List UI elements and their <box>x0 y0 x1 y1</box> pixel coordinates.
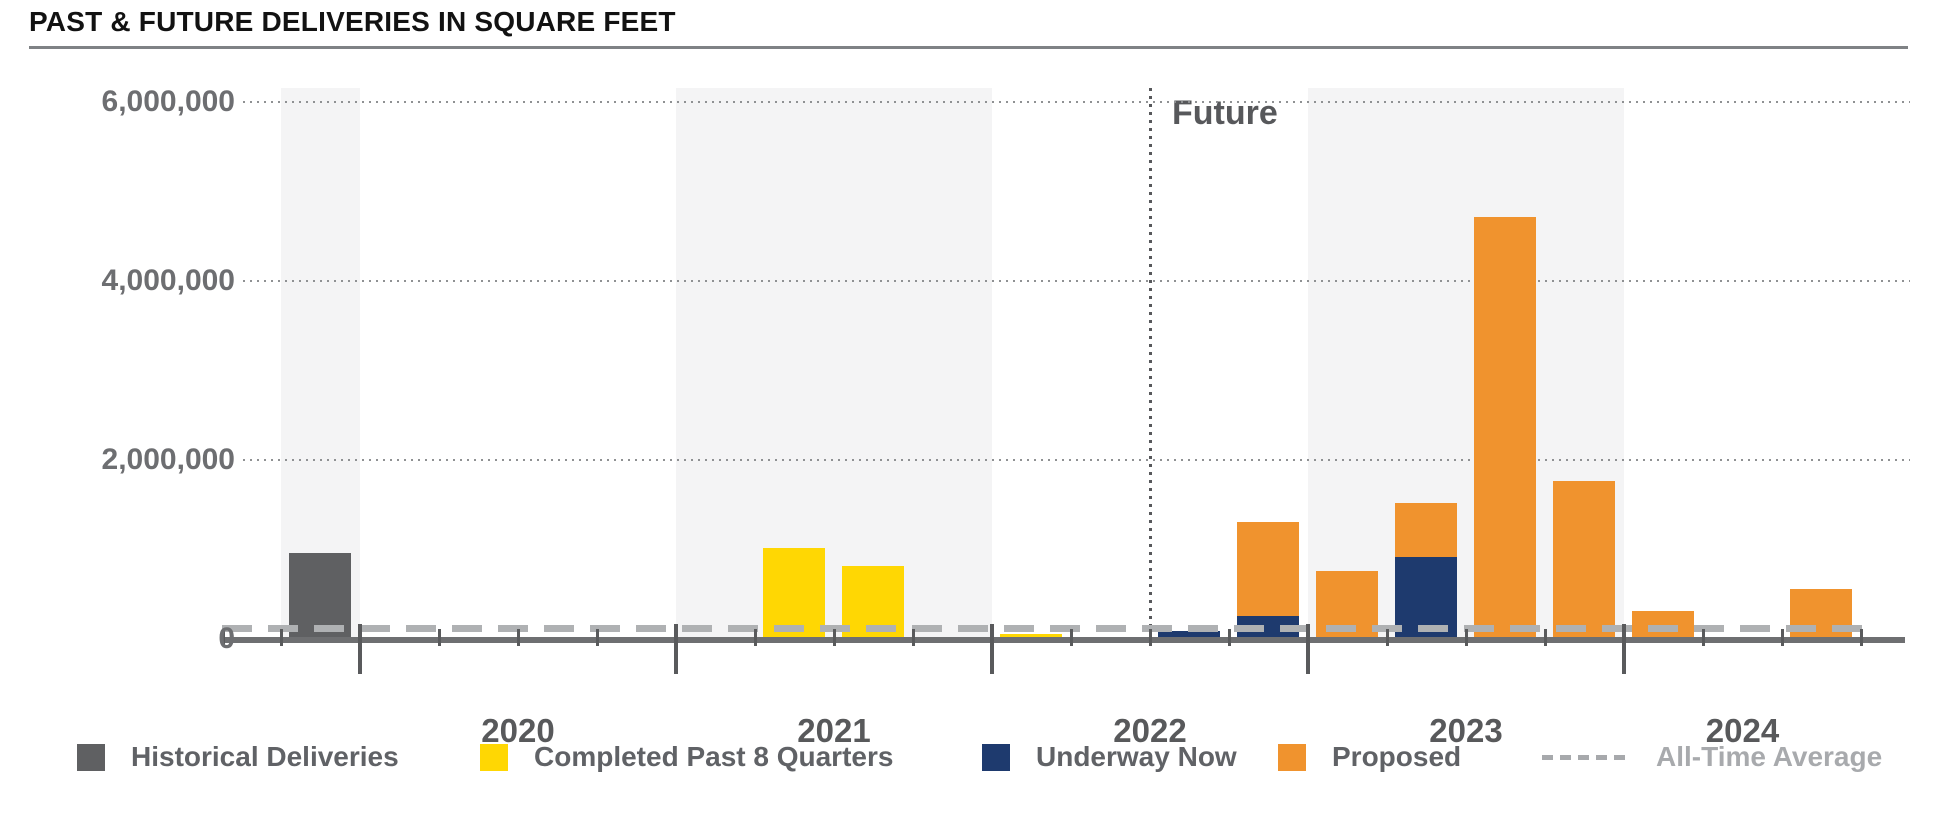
y-axis-label-2000000: 2,000,000 <box>101 443 235 476</box>
bar-2022-Q4-proposed <box>1237 522 1299 616</box>
legend-label-proposed: Proposed <box>1332 741 1462 772</box>
axis-tick-quarter <box>1702 629 1705 646</box>
bar-2021-Q2-completed <box>763 548 825 638</box>
title-divider <box>29 46 1908 49</box>
all-time-average-line <box>222 625 1862 633</box>
axis-tick-year <box>674 624 678 674</box>
legend-label-underway: Underway Now <box>1036 741 1237 772</box>
legend-swatch-completed-icon <box>480 743 508 771</box>
axis-tick-quarter <box>1781 629 1784 646</box>
axis-tick-quarter <box>833 629 836 646</box>
legend-item-underway: Underway Now <box>982 741 1237 773</box>
year-shading-band <box>281 88 360 638</box>
axis-tick-quarter <box>1386 629 1389 646</box>
axis-tick-quarter <box>1228 629 1231 646</box>
page-title: PAST & FUTURE DELIVERIES IN SQUARE FEET <box>29 6 676 37</box>
gridline-4000000 <box>243 280 1910 282</box>
bar-2023-Q3-proposed <box>1474 217 1536 638</box>
legend-swatch-proposed-icon <box>1278 743 1306 771</box>
axis-tick-quarter <box>1465 629 1468 646</box>
axis-tick-year <box>990 624 994 674</box>
axis-tick-quarter <box>1149 629 1152 646</box>
future-divider-line <box>1149 88 1152 638</box>
legend-swatch-historical-icon <box>77 743 105 771</box>
y-axis-label-4000000: 4,000,000 <box>101 264 235 297</box>
axis-tick-quarter <box>280 629 283 646</box>
x-axis-label-2022: 2022 <box>1113 712 1187 749</box>
x-axis-label-2020: 2020 <box>481 712 555 749</box>
axis-tick-quarter <box>517 629 520 646</box>
legend-item-proposed: Proposed <box>1278 741 1461 773</box>
axis-tick-quarter <box>596 629 599 646</box>
legend-item-completed: Completed Past 8 Quarters <box>480 741 893 773</box>
legend-label-historical: Historical Deliveries <box>131 741 399 772</box>
axis-tick-quarter <box>438 629 441 646</box>
bar-2023-Q4-proposed <box>1553 481 1615 638</box>
y-axis-label-6000000: 6,000,000 <box>101 85 235 118</box>
x-axis-label-2023: 2023 <box>1429 712 1503 749</box>
bar-2024-Q1-proposed <box>1632 611 1694 638</box>
axis-tick-year <box>358 624 362 674</box>
x-axis-label-2024: 2024 <box>1705 712 1780 749</box>
legend-label-completed: Completed Past 8 Quarters <box>534 741 894 772</box>
legend-label-average: All-Time Average <box>1656 741 1883 772</box>
future-label: Future <box>1172 94 1278 132</box>
x-axis-line <box>222 637 1905 643</box>
bar-2022-Q1-completed <box>1000 634 1062 638</box>
axis-tick-quarter <box>1070 629 1073 646</box>
legend-swatch-underway-icon <box>982 743 1010 771</box>
legend-item-average: All-Time Average <box>1542 741 1882 773</box>
gridline-6000000 <box>243 101 1910 103</box>
axis-tick-quarter <box>754 629 757 646</box>
axis-tick-quarter <box>912 629 915 646</box>
bar-2023-Q2-underway <box>1395 557 1457 638</box>
axis-tick-year <box>1622 624 1626 674</box>
gridline-2000000 <box>243 459 1910 461</box>
axis-tick-quarter <box>1544 629 1547 646</box>
axis-tick-quarter <box>1860 629 1863 646</box>
y-axis-label-0: 0 <box>218 622 235 655</box>
axis-start-tick <box>222 629 225 646</box>
year-shading-band <box>676 88 992 638</box>
bar-2019-Q4-historical <box>289 553 351 638</box>
legend-dashed-line-icon <box>1542 754 1630 760</box>
x-axis-label-2021: 2021 <box>797 712 871 749</box>
legend-item-historical: Historical Deliveries <box>77 741 399 773</box>
bar-2023-Q2-proposed <box>1395 503 1457 557</box>
axis-tick-year <box>1306 624 1310 674</box>
bar-2022-Q3-underway <box>1158 631 1220 638</box>
